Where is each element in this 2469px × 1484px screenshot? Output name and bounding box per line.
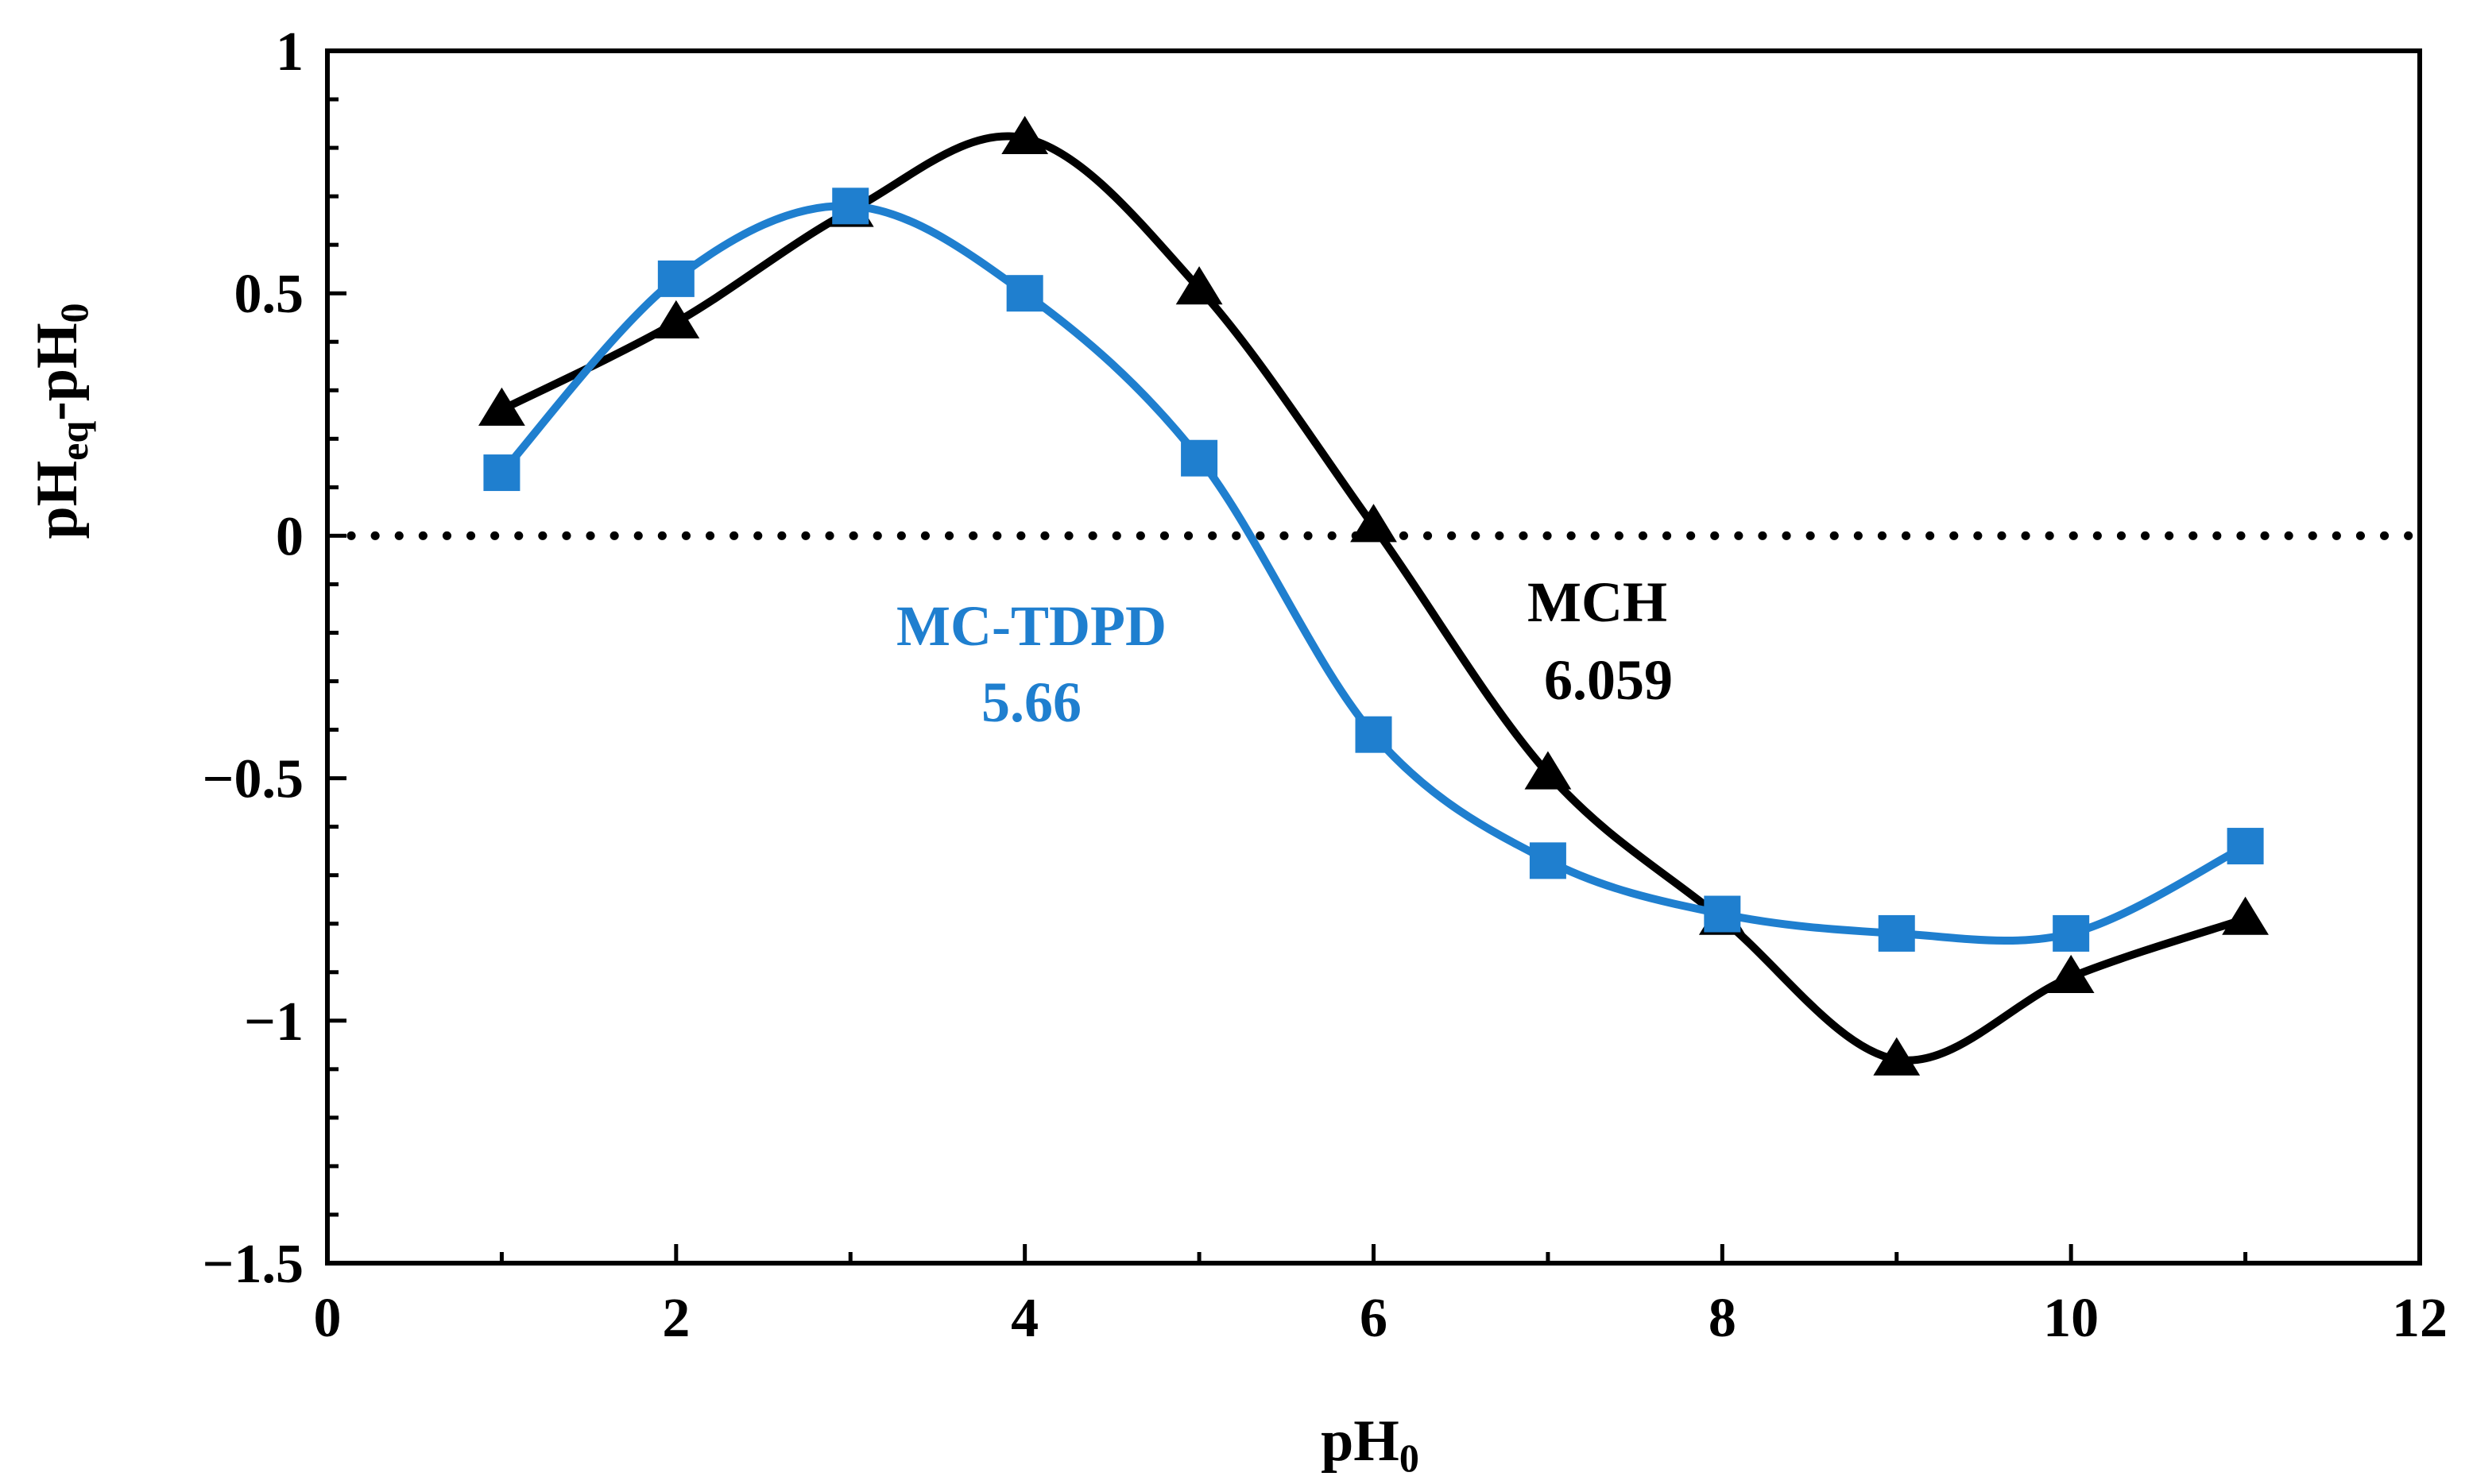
data-point-mch (652, 300, 700, 338)
data-point-mch (478, 387, 525, 426)
x-axis-title-subscript: 0 (1399, 1436, 1419, 1480)
x-tick-label: 12 (2392, 1288, 2448, 1349)
data-point-mch (1350, 504, 1397, 543)
data-point-mc-tdpd (2227, 828, 2264, 865)
data-point-mc-tdpd (1529, 842, 1566, 879)
x-tick-label: 4 (1011, 1288, 1039, 1349)
x-tick-label: 8 (1709, 1288, 1736, 1349)
mch-annotation-label: MCH (1527, 570, 1667, 634)
y-axis-title-part1: pH (25, 461, 90, 539)
x-axis-title-main: pH (1321, 1409, 1399, 1474)
data-point-mch (1873, 1037, 1921, 1076)
x-tick-label: 10 (2043, 1288, 2099, 1349)
x-tick-label: 2 (662, 1288, 690, 1349)
mch-annotation-value: 6.059 (1544, 648, 1673, 712)
series-line-mc-tdpd (497, 202, 2250, 945)
y-tick-label: 1 (276, 21, 304, 83)
y-axis-title-subscript-eq: eq (52, 421, 96, 461)
data-point-mch (1524, 751, 1572, 790)
mc-tdpd-annotation-label: MC-TDPD (896, 594, 1167, 658)
data-point-mch (2047, 954, 2095, 994)
data-point-mc-tdpd (1181, 439, 1218, 477)
data-point-mch (1001, 115, 1049, 155)
data-point-mc-tdpd (1355, 716, 1392, 753)
y-tick-label: −1.5 (203, 1234, 304, 1295)
y-tick-label: −1 (244, 991, 304, 1053)
y-axis-title-part2: -pH (25, 323, 90, 420)
data-point-mc-tdpd (1878, 914, 1915, 952)
axis-tick-labels: 10.50−0.5−1−1.50 2 4 6 8 10 12 (203, 21, 2448, 1349)
data-point-mch (2222, 896, 2269, 935)
x-tick-label: 6 (1360, 1288, 1387, 1349)
x-axis-title: pH0 (1321, 1409, 1419, 1480)
y-tick-label: 0 (276, 506, 304, 567)
data-point-mc-tdpd (2053, 914, 2090, 952)
x-tick-label: 0 (314, 1288, 342, 1349)
data-point-mc-tdpd (1704, 895, 1741, 933)
data-point-mch (1175, 266, 1223, 305)
y-tick-label: −0.5 (203, 749, 304, 810)
series-mc-tdpd (483, 187, 2264, 952)
axis-ticks (325, 48, 2422, 1266)
data-point-mc-tdpd (832, 187, 869, 225)
series-layer (478, 115, 2269, 1076)
y-tick-label: 0.5 (234, 264, 304, 325)
mc-tdpd-annotation-value: 5.66 (981, 671, 1082, 734)
data-point-mc-tdpd (483, 454, 521, 492)
data-point-mc-tdpd (657, 260, 695, 297)
y-axis-title: pHeq-pH0 (25, 303, 96, 539)
data-point-mc-tdpd (1006, 275, 1043, 312)
y-axis-title-subscript-0: 0 (52, 303, 96, 323)
